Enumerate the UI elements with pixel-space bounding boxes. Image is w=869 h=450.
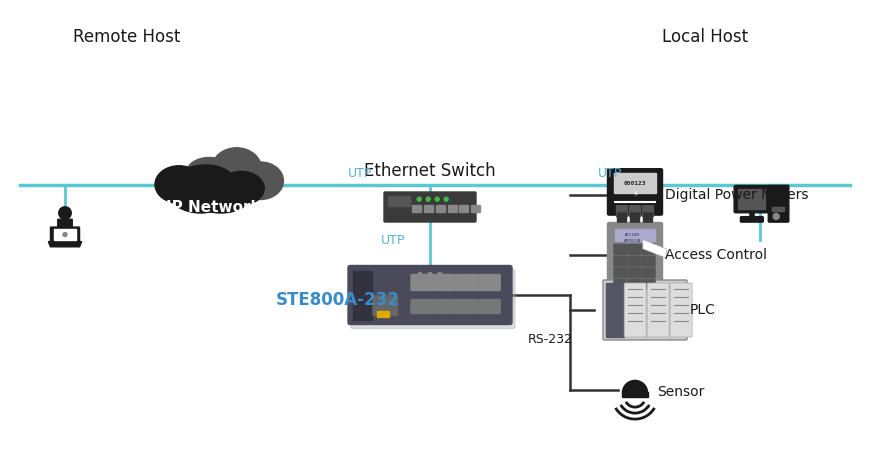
FancyBboxPatch shape (373, 296, 397, 315)
FancyBboxPatch shape (669, 283, 691, 337)
Circle shape (437, 273, 441, 276)
FancyBboxPatch shape (607, 222, 661, 288)
FancyBboxPatch shape (641, 279, 654, 290)
Text: UTP: UTP (597, 167, 621, 180)
Circle shape (428, 273, 432, 276)
FancyBboxPatch shape (424, 205, 433, 212)
FancyBboxPatch shape (733, 185, 768, 213)
FancyBboxPatch shape (50, 227, 79, 242)
FancyBboxPatch shape (410, 300, 433, 314)
FancyBboxPatch shape (459, 205, 468, 212)
Ellipse shape (168, 168, 234, 213)
FancyBboxPatch shape (388, 196, 410, 206)
Text: Access Control: Access Control (664, 248, 766, 262)
FancyBboxPatch shape (641, 244, 654, 254)
Circle shape (417, 197, 421, 201)
FancyBboxPatch shape (627, 268, 640, 278)
FancyBboxPatch shape (602, 280, 687, 340)
FancyBboxPatch shape (433, 300, 454, 314)
Text: PLC: PLC (689, 303, 715, 317)
Text: Digital Power Meters: Digital Power Meters (664, 188, 807, 202)
FancyBboxPatch shape (470, 205, 480, 212)
Ellipse shape (189, 174, 252, 213)
FancyBboxPatch shape (617, 213, 626, 222)
FancyBboxPatch shape (606, 283, 623, 337)
FancyBboxPatch shape (614, 279, 627, 290)
Ellipse shape (218, 171, 264, 205)
Text: Sensor: Sensor (656, 385, 704, 399)
FancyBboxPatch shape (435, 205, 444, 212)
Circle shape (773, 213, 779, 220)
Text: UTP: UTP (348, 167, 372, 180)
Circle shape (59, 207, 71, 219)
Circle shape (426, 197, 429, 201)
Circle shape (434, 197, 439, 201)
FancyBboxPatch shape (737, 189, 765, 209)
Text: RS-232: RS-232 (527, 333, 572, 346)
FancyBboxPatch shape (57, 219, 72, 235)
Text: 000123: 000123 (623, 181, 646, 186)
FancyBboxPatch shape (478, 300, 500, 314)
FancyBboxPatch shape (455, 274, 477, 291)
Text: 0970130: 0970130 (623, 239, 640, 243)
FancyBboxPatch shape (455, 300, 477, 314)
Circle shape (63, 233, 67, 237)
Ellipse shape (186, 158, 231, 189)
FancyBboxPatch shape (641, 268, 654, 278)
FancyBboxPatch shape (641, 256, 654, 266)
FancyBboxPatch shape (410, 274, 433, 291)
FancyBboxPatch shape (630, 213, 639, 222)
FancyBboxPatch shape (353, 270, 372, 320)
FancyBboxPatch shape (642, 206, 653, 216)
FancyBboxPatch shape (771, 207, 784, 211)
Ellipse shape (155, 166, 202, 203)
FancyBboxPatch shape (767, 185, 788, 222)
FancyBboxPatch shape (607, 169, 661, 215)
Ellipse shape (237, 162, 283, 199)
Ellipse shape (176, 165, 234, 197)
FancyBboxPatch shape (433, 274, 454, 291)
FancyBboxPatch shape (740, 216, 762, 222)
Polygon shape (642, 239, 666, 258)
FancyBboxPatch shape (647, 283, 668, 337)
FancyBboxPatch shape (627, 256, 640, 266)
FancyBboxPatch shape (616, 206, 627, 216)
Text: ⚡: ⚡ (632, 189, 637, 198)
FancyBboxPatch shape (614, 244, 627, 254)
FancyBboxPatch shape (614, 173, 655, 193)
FancyBboxPatch shape (614, 256, 627, 266)
FancyBboxPatch shape (629, 206, 640, 216)
FancyBboxPatch shape (348, 266, 512, 324)
FancyBboxPatch shape (623, 283, 646, 337)
FancyBboxPatch shape (614, 229, 654, 241)
FancyBboxPatch shape (447, 205, 456, 212)
FancyBboxPatch shape (376, 310, 388, 316)
FancyBboxPatch shape (54, 229, 76, 240)
Circle shape (417, 273, 421, 276)
FancyBboxPatch shape (627, 244, 640, 254)
Ellipse shape (211, 148, 262, 191)
FancyBboxPatch shape (383, 192, 475, 222)
FancyBboxPatch shape (643, 213, 652, 222)
FancyBboxPatch shape (627, 279, 640, 290)
Text: Ethernet Switch: Ethernet Switch (364, 162, 495, 180)
Text: Remote Host: Remote Host (73, 28, 180, 46)
FancyBboxPatch shape (478, 274, 500, 291)
FancyBboxPatch shape (412, 205, 421, 212)
Circle shape (444, 197, 448, 201)
FancyBboxPatch shape (614, 268, 627, 278)
Text: ACC230: ACC230 (624, 233, 640, 237)
Circle shape (631, 383, 638, 391)
Polygon shape (49, 242, 82, 247)
Text: UTP: UTP (381, 234, 405, 247)
Text: Local Host: Local Host (661, 28, 747, 46)
FancyBboxPatch shape (621, 392, 647, 396)
Ellipse shape (191, 166, 251, 202)
Text: IP Network: IP Network (165, 199, 260, 215)
Text: STE800A-232: STE800A-232 (275, 291, 400, 309)
Wedge shape (621, 380, 647, 393)
FancyBboxPatch shape (350, 270, 514, 328)
